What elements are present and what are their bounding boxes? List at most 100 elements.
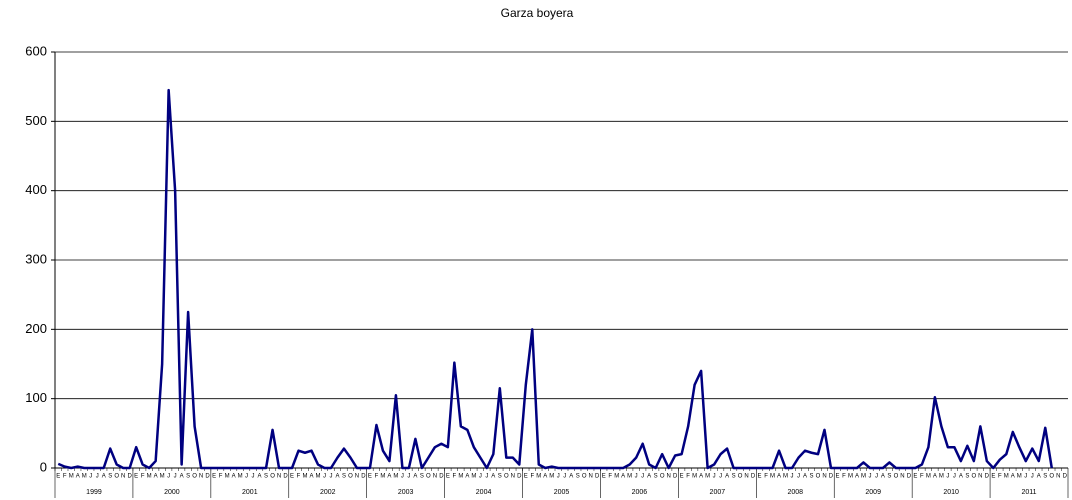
x-tick-label: J bbox=[868, 474, 871, 480]
x-tick-label: S bbox=[108, 474, 112, 480]
x-tick-label: A bbox=[413, 474, 417, 480]
x-tick-label: M bbox=[147, 474, 152, 480]
y-tick-label: 600 bbox=[25, 43, 47, 58]
x-tick-label: M bbox=[627, 474, 632, 480]
x-tick-label: A bbox=[621, 474, 625, 480]
x-tick-label: F bbox=[998, 474, 1002, 480]
x-tick-label: M bbox=[225, 474, 230, 480]
x-tick-label: J bbox=[875, 474, 878, 480]
x-tick-label: D bbox=[673, 474, 678, 480]
x-tick-label: N bbox=[978, 474, 982, 480]
x-tick-label: M bbox=[614, 474, 619, 480]
x-tick-label: M bbox=[160, 474, 165, 480]
x-tick-label: O bbox=[192, 474, 197, 480]
y-tick-label: 400 bbox=[25, 182, 47, 197]
x-tick-label: M bbox=[939, 474, 944, 480]
x-tick-label: A bbox=[959, 474, 963, 480]
x-tick-label: F bbox=[141, 474, 145, 480]
x-tick-label: N bbox=[511, 474, 515, 480]
x-tick-label: J bbox=[252, 474, 255, 480]
x-tick-label: E bbox=[134, 474, 138, 480]
x-tick-label: J bbox=[953, 474, 956, 480]
x-tick-label: A bbox=[309, 474, 313, 480]
x-tick-label: E bbox=[212, 474, 216, 480]
x-tick-label: S bbox=[342, 474, 346, 480]
x-tick-label: F bbox=[842, 474, 846, 480]
x-tick-label: E bbox=[680, 474, 684, 480]
x-tick-label: S bbox=[264, 474, 268, 480]
x-tick-label: A bbox=[725, 474, 729, 480]
x-tick-label: F bbox=[219, 474, 223, 480]
x-tick-label: O bbox=[1049, 474, 1054, 480]
y-tick-label: 100 bbox=[25, 390, 47, 405]
x-tick-label: O bbox=[504, 474, 509, 480]
x-tick-label: D bbox=[907, 474, 912, 480]
x-tick-label: E bbox=[758, 474, 762, 480]
x-tick-label: M bbox=[69, 474, 74, 480]
x-tick-label: F bbox=[297, 474, 301, 480]
x-group-label: 2001 bbox=[242, 489, 258, 496]
x-group-label: 2005 bbox=[554, 489, 570, 496]
x-tick-label: A bbox=[387, 474, 391, 480]
x-tick-label: O bbox=[114, 474, 119, 480]
x-tick-label: S bbox=[887, 474, 891, 480]
x-tick-label: A bbox=[881, 474, 885, 480]
x-tick-label: A bbox=[335, 474, 339, 480]
x-tick-label: M bbox=[692, 474, 697, 480]
x-tick-label: M bbox=[471, 474, 476, 480]
x-tick-label: N bbox=[900, 474, 904, 480]
x-tick-label: N bbox=[589, 474, 593, 480]
x-tick-label: J bbox=[401, 474, 404, 480]
y-tick-label: 200 bbox=[25, 321, 47, 336]
x-tick-label: E bbox=[835, 474, 839, 480]
x-tick-label: M bbox=[1004, 474, 1009, 480]
x-tick-label: A bbox=[699, 474, 703, 480]
x-tick-label: E bbox=[991, 474, 995, 480]
chart-title: Garza boyera bbox=[501, 6, 574, 20]
x-tick-label: S bbox=[186, 474, 190, 480]
x-tick-label: E bbox=[913, 474, 917, 480]
x-tick-label: M bbox=[861, 474, 866, 480]
x-tick-label: J bbox=[407, 474, 410, 480]
x-tick-label: M bbox=[549, 474, 554, 480]
x-tick-label: N bbox=[822, 474, 826, 480]
x-group-label: 2000 bbox=[164, 489, 180, 496]
x-tick-label: M bbox=[238, 474, 243, 480]
x-tick-label: D bbox=[283, 474, 288, 480]
x-tick-label: J bbox=[245, 474, 248, 480]
x-tick-label: F bbox=[375, 474, 379, 480]
x-tick-label: M bbox=[848, 474, 853, 480]
x-tick-label: N bbox=[277, 474, 281, 480]
x-tick-label: F bbox=[686, 474, 690, 480]
x-tick-label: D bbox=[751, 474, 756, 480]
x-tick-label: J bbox=[167, 474, 170, 480]
x-tick-label: E bbox=[602, 474, 606, 480]
x-tick-label: A bbox=[803, 474, 807, 480]
x-tick-label: M bbox=[458, 474, 463, 480]
x-tick-label: S bbox=[965, 474, 969, 480]
x-group-label: 2007 bbox=[710, 489, 726, 496]
x-group-label: 2002 bbox=[320, 489, 336, 496]
x-tick-label: J bbox=[174, 474, 177, 480]
x-tick-label: N bbox=[121, 474, 125, 480]
x-tick-label: O bbox=[582, 474, 587, 480]
x-tick-label: A bbox=[569, 474, 573, 480]
x-tick-label: O bbox=[894, 474, 899, 480]
x-tick-label: O bbox=[270, 474, 275, 480]
x-tick-label: J bbox=[563, 474, 566, 480]
x-tick-label: M bbox=[1017, 474, 1022, 480]
x-tick-label: A bbox=[1011, 474, 1015, 480]
x-tick-label: J bbox=[485, 474, 488, 480]
data-line bbox=[57, 88, 1054, 470]
x-tick-label: S bbox=[576, 474, 580, 480]
x-group-label: 1999 bbox=[86, 489, 102, 496]
x-tick-label: J bbox=[641, 474, 644, 480]
x-tick-label: E bbox=[56, 474, 60, 480]
x-tick-label: S bbox=[420, 474, 424, 480]
x-tick-label: A bbox=[76, 474, 80, 480]
x-tick-label: M bbox=[705, 474, 710, 480]
x-tick-label: F bbox=[453, 474, 457, 480]
x-tick-label: A bbox=[180, 474, 184, 480]
x-tick-label: J bbox=[329, 474, 332, 480]
